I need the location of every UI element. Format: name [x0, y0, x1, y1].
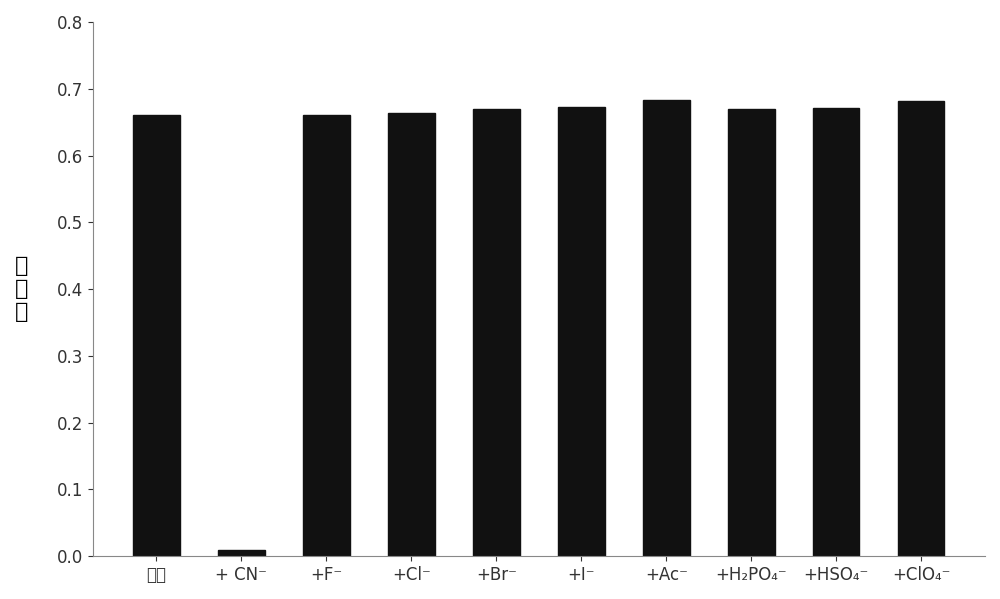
Bar: [558, 107, 605, 556]
Bar: [643, 100, 690, 556]
Bar: [898, 101, 944, 556]
Bar: [388, 113, 435, 556]
Bar: [728, 109, 775, 556]
Bar: [473, 109, 520, 556]
Y-axis label: 吸
光
度: 吸 光 度: [15, 256, 28, 322]
Bar: [218, 550, 265, 556]
Bar: [813, 108, 859, 556]
Bar: [303, 116, 350, 556]
Bar: [133, 116, 180, 556]
